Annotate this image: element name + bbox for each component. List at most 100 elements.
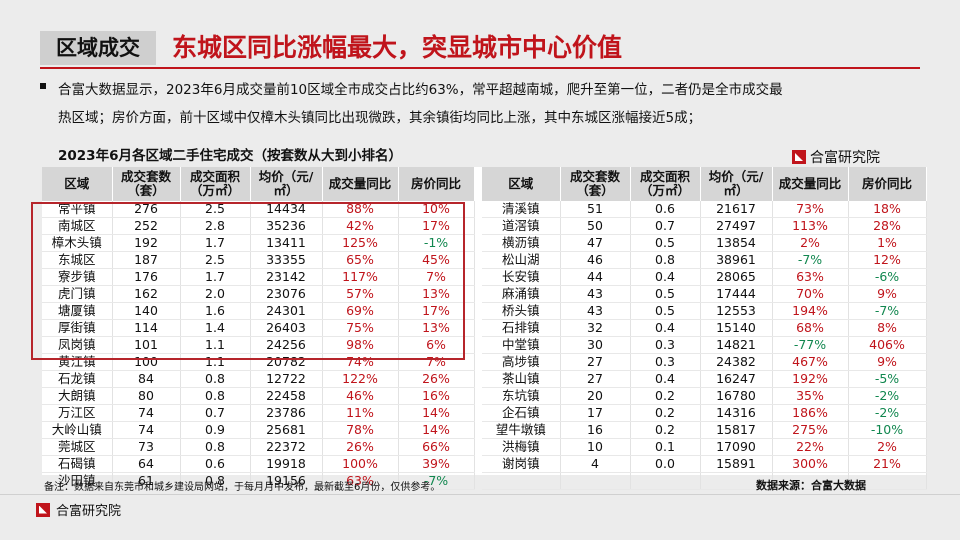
table-cell: 0.5 — [630, 302, 701, 320]
table-cell — [700, 472, 773, 490]
table-row: 沙田镇 61 0.8 19156 63% -7% — [42, 472, 475, 490]
table-cell: 0.4 — [630, 268, 701, 286]
table-cell: 0.2 — [630, 387, 701, 405]
brand-footer: 合富研究院 — [36, 500, 121, 519]
table-cell: 0.0 — [630, 455, 701, 473]
table-row: 道滘镇 50 0.7 27497 113% 28% — [482, 217, 927, 235]
table-cell: 27497 — [700, 217, 773, 235]
region-cell: 麻涌镇 — [482, 285, 561, 303]
column-header: 房价同比 — [398, 167, 475, 201]
table-cell: 32 — [560, 319, 631, 337]
table-cell: 101 — [112, 336, 181, 354]
region-cell: 万江区 — [42, 404, 113, 422]
left-data-table: 区域 成交套数（套） 成交面积（万㎡） 均价（元/㎡） 成交量同比 房价同比 常平镇 276… — [42, 167, 475, 490]
table-cell: 80 — [112, 387, 181, 405]
table-cell: 51 — [560, 201, 631, 218]
table-cell: -7% — [772, 251, 849, 269]
table-cell: 74 — [112, 421, 181, 439]
table-row: 石排镇 32 0.4 15140 68% 8% — [482, 319, 927, 337]
region-cell: 东坑镇 — [482, 387, 561, 405]
table-cell: 10% — [398, 201, 475, 218]
table-cell: 14316 — [700, 404, 773, 422]
table-cell: -7% — [398, 472, 475, 490]
table-cell: 35236 — [250, 217, 323, 235]
table-cell: 75% — [322, 319, 399, 337]
table-cell: 252 — [112, 217, 181, 235]
region-cell: 大朗镇 — [42, 387, 113, 405]
table-cell: 7% — [398, 353, 475, 371]
table-cell: 63% — [772, 268, 849, 286]
region-cell: 望牛墩镇 — [482, 421, 561, 439]
table-cell: 100 — [112, 353, 181, 371]
table-cell: 0.4 — [630, 319, 701, 337]
region-cell: 谢岗镇 — [482, 455, 561, 473]
table-cell: 17% — [398, 302, 475, 320]
table-cell: 9% — [848, 353, 927, 371]
brand-logo-icon — [792, 150, 806, 164]
table-cell: 21% — [848, 455, 927, 473]
table-cell: 65% — [322, 251, 399, 269]
table-cell: 0.8 — [630, 251, 701, 269]
table-cell: 22% — [772, 438, 849, 456]
table-cell: 57% — [322, 285, 399, 303]
table-cell: 66% — [398, 438, 475, 456]
table-cell: 140 — [112, 302, 181, 320]
table-row: 长安镇 44 0.4 28065 63% -6% — [482, 268, 927, 286]
brand-header: 合富研究院 — [792, 147, 880, 167]
table-cell: 50 — [560, 217, 631, 235]
table-cell: 47 — [560, 234, 631, 252]
table-cell: -5% — [848, 370, 927, 388]
table-cell: 0.2 — [630, 421, 701, 439]
table-row: 常平镇 276 2.5 14434 88% 10% — [42, 201, 475, 218]
summary-line-1: 合富大数据显示，2023年6月成交量前10区域全市成交占比约63%，常平超越南城… — [58, 82, 783, 98]
region-cell: 企石镇 — [482, 404, 561, 422]
table-cell: 98% — [322, 336, 399, 354]
region-cell: 石碣镇 — [42, 455, 113, 473]
table-cell: 16 — [560, 421, 631, 439]
table-cell: 17% — [398, 217, 475, 235]
table-row: 清溪镇 51 0.6 21617 73% 18% — [482, 201, 927, 218]
column-header: 房价同比 — [848, 167, 927, 201]
column-header: 均价（元/㎡） — [250, 167, 323, 201]
table-row: 企石镇 17 0.2 14316 186% -2% — [482, 404, 927, 422]
region-cell: 厚街镇 — [42, 319, 113, 337]
table-cell — [772, 472, 849, 490]
table-cell: 16247 — [700, 370, 773, 388]
table-cell: 84 — [112, 370, 181, 388]
table-cell: 1.1 — [180, 353, 251, 371]
table-cell: 194% — [772, 302, 849, 320]
table-cell: 14% — [398, 421, 475, 439]
region-cell: 东城区 — [42, 251, 113, 269]
table-cell: 0.6 — [630, 201, 701, 218]
column-header: 区域 — [42, 167, 113, 201]
table-cell: 19918 — [250, 455, 323, 473]
table-cell: 0.5 — [630, 234, 701, 252]
table-cell: 13854 — [700, 234, 773, 252]
table-row: 望牛墩镇 16 0.2 15817 275% -10% — [482, 421, 927, 439]
table-cell: 0.3 — [630, 353, 701, 371]
table-cell: 64 — [112, 455, 181, 473]
region-cell: 塘厦镇 — [42, 302, 113, 320]
table-row: 厚街镇 114 1.4 26403 75% 13% — [42, 319, 475, 337]
table-cell: 27 — [560, 370, 631, 388]
table-cell: 43 — [560, 285, 631, 303]
table-cell: 1.4 — [180, 319, 251, 337]
bullet-icon — [40, 83, 46, 89]
region-cell: 石排镇 — [482, 319, 561, 337]
table-cell: 1.7 — [180, 234, 251, 252]
table-cell: 122% — [322, 370, 399, 388]
table-cell: 23786 — [250, 404, 323, 422]
table-cell: 406% — [848, 336, 927, 354]
table-cell: 192% — [772, 370, 849, 388]
region-cell: 横沥镇 — [482, 234, 561, 252]
table-cell: 46% — [322, 387, 399, 405]
column-header: 均价（元/㎡） — [700, 167, 773, 201]
table-cell: 63% — [322, 472, 399, 490]
table-cell: 61 — [112, 472, 181, 490]
title-divider — [40, 67, 920, 69]
table-cell: 2% — [772, 234, 849, 252]
region-cell: 道滘镇 — [482, 217, 561, 235]
table-cell: 33355 — [250, 251, 323, 269]
table-cell: 74 — [112, 404, 181, 422]
table-cell: 0.8 — [180, 370, 251, 388]
